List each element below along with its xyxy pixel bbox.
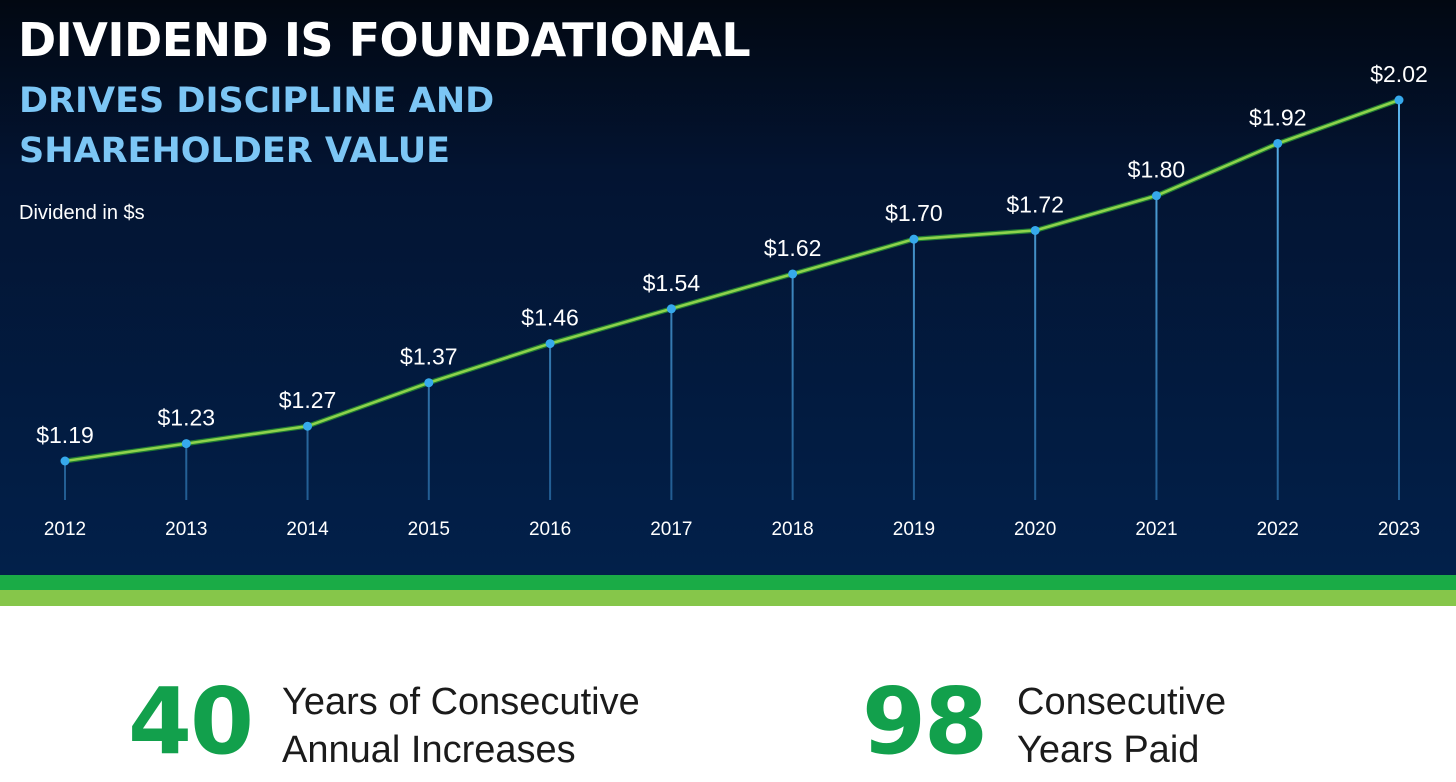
stat-caption: Consecutive Years Paid <box>1017 678 1226 774</box>
data-label-2015: $1.37 <box>400 344 458 370</box>
hero-panel <box>0 0 1456 575</box>
data-point-2021 <box>1151 191 1161 201</box>
data-label-2019: $1.70 <box>885 200 943 226</box>
data-point-2013 <box>181 439 191 449</box>
data-labels: $1.19 $1.23 $1.27 $1.37 $1.46 $1.54 $1.62 $1.70… <box>36 61 1428 448</box>
x-tick-2014: 2014 <box>286 519 329 540</box>
x-axis-ticks: 2012 2013 2014 2015 2016 2017 2018 2019 2020 2021… <box>44 519 1420 540</box>
stat-number: 40 <box>128 668 254 775</box>
data-point-2016 <box>545 339 555 349</box>
dividend-line-chart: $1.19 $1.23 $1.27 $1.37 $1.46 $1.54 $1.62 $1.70… <box>36 61 1428 540</box>
data-label-2020: $1.72 <box>1006 191 1064 217</box>
x-tick-2015: 2015 <box>408 519 450 540</box>
x-tick-2022: 2022 <box>1257 519 1299 540</box>
drop-lines <box>64 100 1400 500</box>
stat-caption: Years of Consecutive Annual Increases <box>282 678 640 774</box>
stat-number: 98 <box>862 668 988 775</box>
x-tick-2016: 2016 <box>529 519 571 540</box>
x-tick-2018: 2018 <box>771 519 813 540</box>
data-point-2022 <box>1273 138 1283 148</box>
series-line-edge <box>62 97 1402 464</box>
data-point-2023 <box>1394 95 1404 105</box>
data-point-2012 <box>60 456 70 466</box>
data-label-2012: $1.19 <box>36 422 94 448</box>
stat-caption-line-1: Years of Consecutive <box>282 681 640 723</box>
green-stripe-light <box>0 590 1456 606</box>
data-point-2019 <box>909 234 919 244</box>
x-tick-2023: 2023 <box>1378 519 1420 540</box>
x-tick-2020: 2020 <box>1014 519 1056 540</box>
data-point-2015 <box>424 378 434 388</box>
data-label-2023: $2.02 <box>1370 61 1428 87</box>
stat-caption-line-2: Years Paid <box>1017 729 1200 771</box>
x-tick-2013: 2013 <box>165 519 207 540</box>
page-subtitle: DRIVES DISCIPLINE AND SHAREHOLDER VALUE <box>19 76 494 176</box>
data-label-2013: $1.23 <box>157 405 215 431</box>
data-label-2018: $1.62 <box>764 235 822 261</box>
subtitle-line-2: SHAREHOLDER VALUE <box>19 131 451 171</box>
data-label-2016: $1.46 <box>521 305 579 331</box>
stat-caption-line-1: Consecutive <box>1017 681 1227 723</box>
series-line <box>63 98 1401 463</box>
data-label-2014: $1.27 <box>279 387 337 413</box>
stat-caption-line-2: Annual Increases <box>282 729 576 771</box>
x-tick-2012: 2012 <box>44 519 86 540</box>
data-point-2018 <box>788 269 798 279</box>
x-tick-2021: 2021 <box>1135 519 1177 540</box>
green-stripe-dark <box>0 575 1456 590</box>
data-point-2020 <box>1030 225 1040 235</box>
subtitle-line-1: DRIVES DISCIPLINE AND <box>19 81 495 121</box>
x-tick-2019: 2019 <box>893 519 935 540</box>
x-tick-2017: 2017 <box>650 519 692 540</box>
data-point-2017 <box>666 304 676 314</box>
data-label-2021: $1.80 <box>1128 157 1186 183</box>
data-label-2017: $1.54 <box>643 270 701 296</box>
dividend-series <box>62 97 1402 464</box>
data-label-2022: $1.92 <box>1249 104 1307 130</box>
data-markers <box>60 95 1404 466</box>
page-title: DIVIDEND IS FOUNDATIONAL <box>18 13 751 67</box>
units-label: Dividend in $s <box>19 202 145 224</box>
data-point-2014 <box>303 421 313 431</box>
